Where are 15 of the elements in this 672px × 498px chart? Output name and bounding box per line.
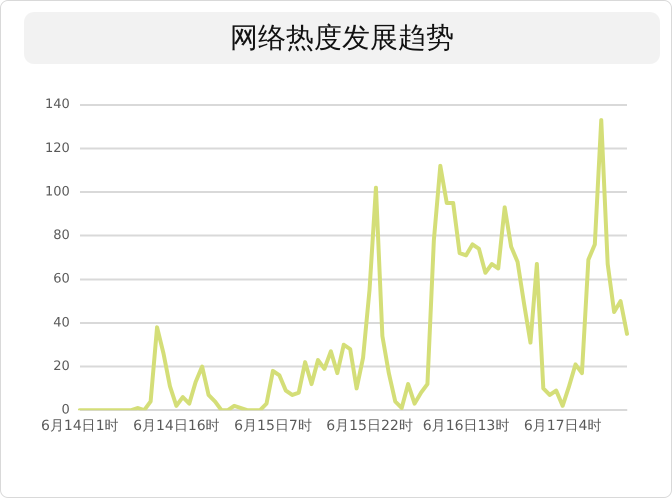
x-tick-label: 6月14日16时 bbox=[133, 418, 220, 434]
x-tick-label: 6月15日7时 bbox=[234, 418, 312, 434]
y-tick-label: 60 bbox=[53, 272, 70, 287]
y-tick-label: 100 bbox=[44, 184, 70, 200]
y-tick-label: 20 bbox=[53, 358, 70, 374]
chart-title: 网络热度发展趋势 bbox=[24, 12, 660, 64]
x-tick-label: 6月17日4时 bbox=[524, 418, 602, 434]
x-tick-label: 6月14日1时 bbox=[40, 418, 119, 434]
x-tick-label: 6月15日22时 bbox=[326, 418, 413, 434]
y-tick-label: 40 bbox=[53, 315, 70, 330]
y-tick-label: 120 bbox=[44, 140, 70, 156]
y-tick-label: 80 bbox=[53, 228, 70, 244]
x-tick-label: 6月16日13时 bbox=[422, 418, 510, 434]
y-tick-label: 0 bbox=[62, 402, 70, 418]
y-tick-label: 140 bbox=[44, 97, 70, 112]
